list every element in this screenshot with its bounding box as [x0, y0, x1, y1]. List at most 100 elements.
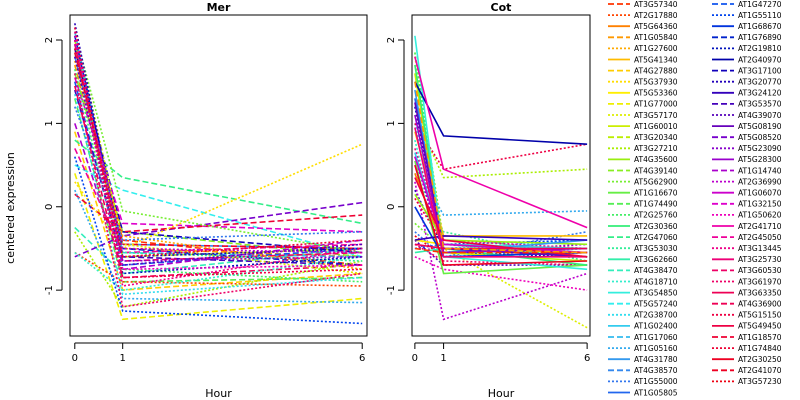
series-line — [414, 56, 588, 229]
legend-item: AT1G06070 — [712, 189, 782, 198]
legend-item: AT4G38470 — [608, 266, 678, 275]
panel-title: Mer — [207, 1, 231, 14]
y-tick-label: 1 — [44, 120, 55, 126]
legend-label: AT1G74490 — [634, 200, 678, 209]
legend-label: AT1G50620 — [738, 211, 782, 220]
series-line — [414, 81, 588, 254]
series-line — [74, 48, 363, 254]
legend-item: AT2G41710 — [712, 222, 782, 231]
x-tick-label: 6 — [359, 353, 365, 364]
legend-item: AT1G50620 — [712, 211, 782, 220]
legend-item: AT3G25730 — [712, 255, 782, 264]
legend-item: AT1G05805 — [608, 388, 678, 397]
legend-item: AT1G55110 — [712, 11, 782, 20]
legend-label: AT5G49450 — [738, 322, 782, 331]
legend-item: AT1G68670 — [712, 22, 782, 31]
series-line — [74, 27, 363, 279]
legend-label: AT5G28300 — [738, 155, 782, 164]
legend-label: AT5G53360 — [634, 89, 678, 98]
legend-item: AT3G20340 — [608, 133, 678, 142]
legend-item: AT3G17100 — [712, 66, 782, 75]
legend-label: AT1G77000 — [634, 100, 678, 109]
series-line — [74, 251, 363, 287]
y-tick-label: 1 — [386, 120, 397, 126]
y-tick-label: 0 — [386, 204, 397, 210]
series-line — [414, 243, 588, 266]
legend-label: AT2G19810 — [738, 44, 782, 53]
series-line — [74, 94, 363, 296]
legend-label: AT1G14740 — [738, 166, 782, 175]
legend-item: AT5G08520 — [712, 133, 782, 142]
plot-frame — [411, 14, 591, 337]
legend-label: AT1G05840 — [634, 33, 678, 42]
legend-item: AT2G30360 — [608, 222, 678, 231]
legend-label: AT1G16670 — [634, 189, 678, 198]
y-tick-label: 0 — [44, 204, 55, 210]
series-line — [414, 243, 588, 250]
panel-cot: Cot 0 1 6 -1 0 1 2 Hour — [386, 1, 591, 400]
legend-label: AT4G27880 — [634, 66, 678, 75]
panel-title: Cot — [491, 1, 512, 14]
legend-label: AT1G68670 — [738, 22, 782, 31]
legend-item: AT1G47270 — [712, 0, 782, 9]
legend-label: AT3G27210 — [634, 144, 678, 153]
legend-item: AT4G27880 — [608, 66, 678, 75]
legend-label: AT3G60530 — [738, 266, 782, 275]
series-line — [74, 143, 363, 250]
legend-item: AT1G60010 — [608, 122, 678, 131]
legend-item: AT3G63350 — [712, 288, 782, 297]
legend-item: AT5G62900 — [608, 177, 678, 186]
legend-label: AT3G57230 — [738, 377, 782, 386]
legend-label: AT1G74840 — [738, 344, 782, 353]
legend-label: AT4G39140 — [634, 166, 678, 175]
legend-label: AT5G57240 — [634, 300, 678, 309]
series-line — [414, 164, 588, 266]
legend-label: AT4G35600 — [634, 155, 678, 164]
legend-label: AT3G13445 — [738, 244, 782, 253]
legend-item: AT1G05840 — [608, 33, 678, 42]
legend-label: AT2G38700 — [634, 311, 678, 320]
legend-label: AT3G20340 — [634, 133, 678, 142]
legend-item: AT3G57230 — [712, 377, 782, 386]
series-line — [414, 173, 588, 262]
series-line — [414, 52, 588, 329]
series-line — [74, 39, 363, 287]
legend-label: AT4G38470 — [634, 266, 678, 275]
x-axis-label: Hour — [488, 387, 515, 400]
legend-label: AT2G41070 — [738, 366, 782, 375]
series-line — [414, 181, 588, 321]
legend-label: AT3G57170 — [634, 111, 678, 120]
legend-item: AT4G39070 — [712, 111, 782, 120]
legend-label: AT3G61970 — [738, 277, 782, 286]
legend-label: AT2G47060 — [634, 233, 678, 242]
legend-item: AT1G77000 — [608, 100, 678, 109]
legend-item: AT2G36990 — [712, 177, 782, 186]
series-line — [74, 173, 363, 321]
legend-item: AT5G08190 — [712, 122, 782, 131]
legend-label: AT1G18570 — [738, 333, 782, 342]
legend-item: AT5G15150 — [712, 311, 782, 320]
legend-item: AT5G57240 — [608, 300, 678, 309]
legend-label: AT3G62660 — [634, 255, 678, 264]
legend-item: AT1G18570 — [712, 333, 782, 342]
series-line — [74, 48, 363, 258]
series-line — [74, 44, 363, 254]
legend-label: AT3G24120 — [738, 89, 782, 98]
legend-item: AT1G55000 — [608, 377, 678, 386]
legend-label: AT2G30360 — [634, 222, 678, 231]
legend-label: AT4G39070 — [738, 111, 782, 120]
legend-label: AT5G41340 — [634, 55, 678, 64]
legend-item: AT3G54850 — [608, 288, 678, 297]
legend-label: AT3G25730 — [738, 255, 782, 264]
legend-label: AT4G36900 — [738, 300, 782, 309]
y-tick-label: -1 — [386, 285, 397, 295]
legend-item: AT5G28300 — [712, 155, 782, 164]
legend-item: AT3G57170 — [608, 111, 678, 120]
legend-item: AT1G02400 — [608, 322, 678, 331]
legend-label: AT2G30250 — [738, 355, 782, 364]
series-line — [414, 247, 588, 254]
legend-label: AT1G32150 — [738, 200, 782, 209]
legend-label: AT1G55110 — [738, 11, 782, 20]
legend-item: AT1G17060 — [608, 333, 678, 342]
y-tick-label: 2 — [44, 37, 55, 43]
